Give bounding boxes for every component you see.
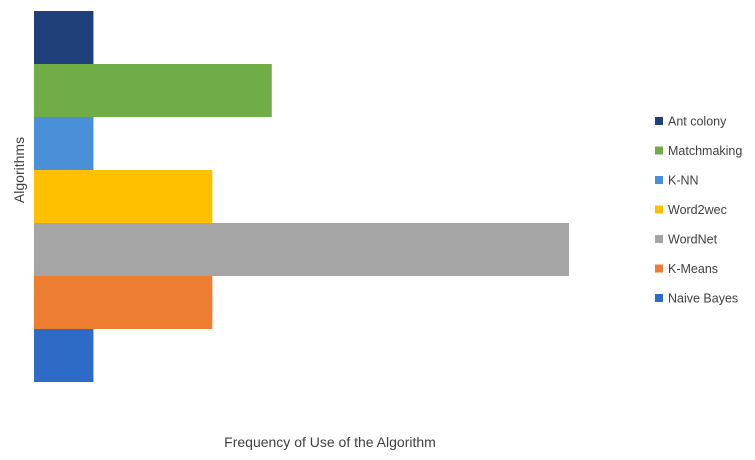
bar-ant-colony xyxy=(34,11,94,64)
legend-label: Naive Bayes xyxy=(668,292,738,306)
legend-swatch xyxy=(655,294,663,302)
legend-item: Naive Bayes xyxy=(655,292,738,306)
legend-item: Matchmaking xyxy=(655,144,742,158)
legend-label: K-NN xyxy=(668,174,699,188)
legend-item: Ant colony xyxy=(655,115,727,129)
bar-word2wec xyxy=(34,170,213,223)
bar-k-means xyxy=(34,276,213,329)
legend-item: Word2wec xyxy=(655,203,727,217)
legend-label: WordNet xyxy=(668,233,718,247)
legend-swatch xyxy=(655,117,663,125)
legend-item: K-NN xyxy=(655,174,699,188)
bar-k-nn xyxy=(34,117,94,170)
legend-swatch xyxy=(655,264,663,273)
legend-item: K-Means xyxy=(655,262,718,276)
y-axis-label: Algorithms xyxy=(11,137,27,203)
legend-swatch xyxy=(655,205,663,214)
legend-label: Ant colony xyxy=(668,115,727,129)
legend-swatch xyxy=(655,176,663,184)
bar-naive-bayes xyxy=(34,329,94,382)
legend-swatch xyxy=(655,146,663,155)
legend-label: K-Means xyxy=(668,262,718,276)
legend-label: Word2wec xyxy=(668,203,727,217)
legend-swatch xyxy=(655,235,663,243)
x-axis-label: Frequency of Use of the Algorithm xyxy=(224,434,436,450)
bars-group xyxy=(34,11,569,382)
bar-matchmaking xyxy=(34,64,272,117)
legend-label: Matchmaking xyxy=(668,144,742,158)
bar-wordnet xyxy=(34,223,569,276)
legend: Ant colony Matchmaking K-NN Word2wec WordNet… xyxy=(655,115,742,306)
legend-item: WordNet xyxy=(655,233,718,247)
